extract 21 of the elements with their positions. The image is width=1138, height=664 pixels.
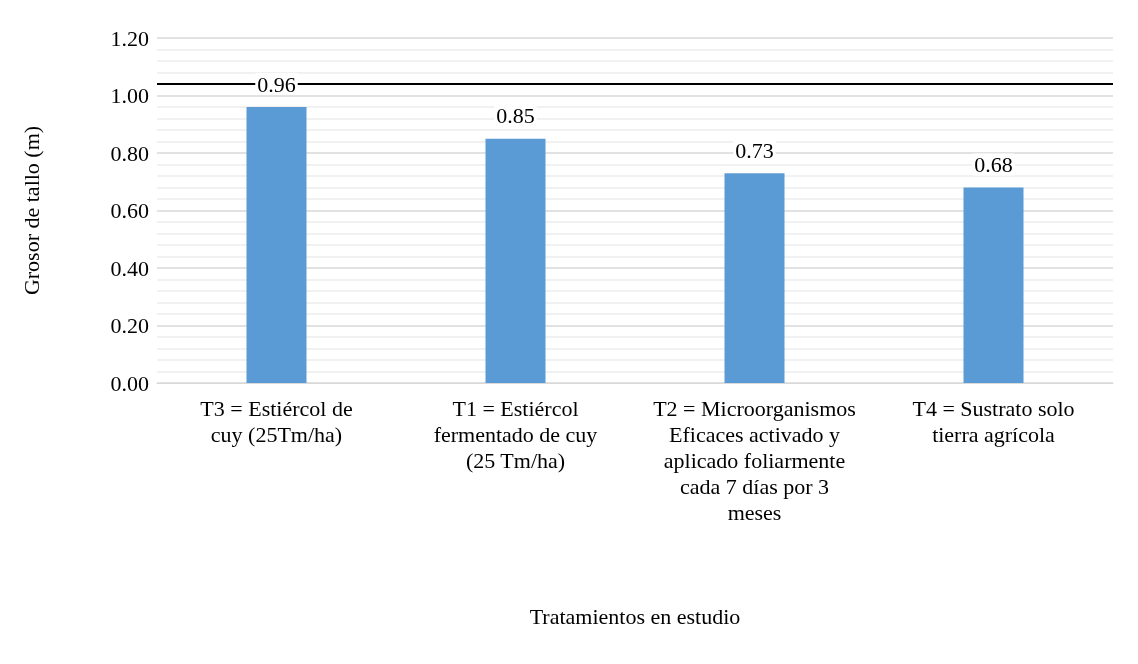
x-tick-label: T2 = Microorganismos Eficaces activado y aplicado foliarmente cada 7 días por 3 meses xyxy=(653,395,856,525)
bar xyxy=(485,138,546,383)
x-tick-label: T4 = Sustrato solo tierra agrícola xyxy=(912,395,1075,447)
y-tick-label: 0.00 xyxy=(110,370,149,396)
y-tick-label: 0.80 xyxy=(110,140,149,166)
x-tick-label: T1 = Estiércol fermentado de cuy (25 Tm/ha) xyxy=(433,395,598,473)
bar xyxy=(724,173,785,383)
bar xyxy=(246,107,307,383)
data-label: 0.96 xyxy=(257,71,296,97)
y-tick-label: 0.60 xyxy=(110,198,149,223)
data-label: 0.73 xyxy=(735,137,774,163)
bar xyxy=(963,187,1024,383)
y-tick-label: 1.20 xyxy=(110,25,149,51)
data-label: 0.68 xyxy=(974,152,1013,177)
data-label: 0.85 xyxy=(496,103,535,129)
y-axis-title: Grosor de tallo (m) xyxy=(18,125,44,296)
x-axis-title: Tratamientos en estudio xyxy=(529,603,741,629)
y-tick-label: 1.00 xyxy=(110,83,149,108)
y-tick-label: 0.20 xyxy=(110,313,149,338)
y-tick-label: 0.40 xyxy=(110,255,149,281)
x-tick-label: T3 = Estiércol de cuy (25Tm/ha) xyxy=(200,395,353,447)
